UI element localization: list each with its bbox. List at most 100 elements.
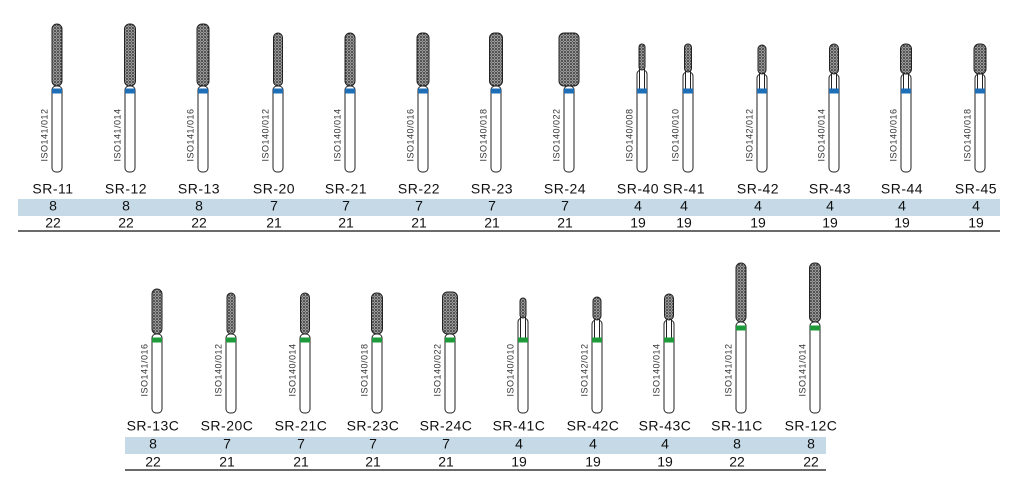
bur-code: SR-23C — [347, 418, 400, 434]
bur-code: SR-12C — [785, 418, 838, 434]
row2-value: 21 — [338, 215, 354, 231]
iso-label: ISO140/016 — [888, 108, 898, 161]
bur-code: SR-11 — [32, 181, 73, 197]
bur-shank — [417, 85, 429, 173]
bur-head — [664, 293, 674, 321]
bur-head — [442, 291, 458, 335]
bur-stripe — [300, 337, 310, 343]
row2-value: 21 — [293, 454, 309, 470]
bur-neck — [977, 71, 983, 90]
row2-value: 19 — [894, 215, 910, 231]
bur-code: SR-13C — [127, 418, 180, 434]
bur-stripe — [345, 88, 355, 94]
bur-code: SR-43C — [639, 418, 692, 434]
bur-head — [196, 23, 210, 87]
iso-label: ISO140/022 — [432, 343, 442, 396]
bur-code: SR-42C — [567, 418, 620, 434]
bur-code: SR-21 — [325, 181, 367, 197]
bur-code: SR-44 — [881, 181, 923, 197]
row1-value: 4 — [898, 198, 906, 214]
bur-head — [416, 32, 430, 87]
row1-value: 4 — [589, 436, 597, 452]
row2-value: 22 — [191, 215, 207, 231]
bur-head — [151, 288, 163, 335]
row1-value: 7 — [488, 198, 496, 214]
row1-value: 7 — [297, 436, 305, 452]
row1-value: 8 — [122, 198, 130, 214]
bur-head — [489, 32, 503, 87]
row2-value: 19 — [968, 215, 984, 231]
bur-shank — [563, 85, 575, 173]
bur-stripe — [445, 337, 455, 343]
bur-shank — [151, 333, 163, 414]
iso-label: ISO141/016 — [139, 343, 149, 396]
iso-label: ISO140/018 — [962, 108, 972, 161]
bur-code: SR-41C — [493, 418, 546, 434]
bur-code: SR-21C — [275, 418, 328, 434]
row2-value: 22 — [145, 454, 161, 470]
row2-value: 21 — [365, 454, 381, 470]
bur-stripe — [198, 88, 208, 94]
bur-head — [558, 32, 580, 87]
table-band — [125, 437, 826, 454]
iso-label: ISO140/010 — [505, 343, 515, 396]
bur-neck — [594, 317, 600, 339]
row2-value: 22 — [45, 215, 61, 231]
bur-stripe — [664, 337, 674, 343]
bur-code: SR-13 — [178, 181, 220, 197]
bur-stripe — [152, 337, 162, 343]
bur-stripe — [226, 337, 236, 343]
row2-value: 22 — [803, 454, 819, 470]
row1-value: 4 — [515, 436, 523, 452]
bur-stripe — [901, 88, 911, 94]
bur-code: SR-24C — [420, 418, 473, 434]
iso-label: ISO140/018 — [478, 108, 488, 161]
bur-head — [809, 262, 821, 323]
bur-code: SR-41 — [663, 181, 705, 197]
row1-value: 7 — [369, 436, 377, 452]
bur-shank — [299, 333, 311, 414]
row1-value: 7 — [342, 198, 350, 214]
row2-value: 19 — [630, 215, 646, 231]
bur-head — [371, 292, 383, 335]
row2-value: 21 — [219, 454, 235, 470]
bur-shank — [490, 85, 502, 173]
row1-value: 8 — [49, 198, 57, 214]
iso-label: ISO140/014 — [287, 343, 297, 396]
row1-value: 8 — [195, 198, 203, 214]
bur-stripe — [592, 337, 602, 343]
row2-value: 22 — [118, 215, 134, 231]
bur-code: SR-23 — [471, 181, 513, 197]
bur-stripe — [757, 88, 767, 94]
row2-value: 21 — [557, 215, 573, 231]
bur-head — [592, 296, 602, 321]
bur-code: SR-42 — [737, 181, 779, 197]
bur-neck — [639, 67, 645, 90]
bur-stripe — [52, 88, 62, 94]
bur-neck — [903, 71, 909, 90]
row1-value: 7 — [223, 436, 231, 452]
row2-value: 19 — [750, 215, 766, 231]
bur-shank — [124, 85, 136, 173]
iso-label: ISO141/014 — [112, 108, 122, 161]
row2-value: 21 — [438, 454, 454, 470]
table-band — [18, 199, 1000, 216]
row1-value: 7 — [270, 198, 278, 214]
bur-code: SR-43 — [809, 181, 851, 197]
bur-stripe — [125, 88, 135, 94]
iso-label: ISO140/014 — [332, 108, 342, 161]
bur-neck — [685, 69, 691, 90]
bur-code: SR-40 — [617, 181, 659, 197]
row1-value: 8 — [149, 436, 157, 452]
bur-stripe — [372, 337, 382, 343]
bur-shank — [444, 333, 456, 414]
bur-head — [829, 43, 839, 75]
row2-value: 19 — [676, 215, 692, 231]
iso-label: ISO140/018 — [359, 343, 369, 396]
bur-code: SR-20 — [253, 181, 295, 197]
bur-head — [300, 292, 310, 335]
bur-stripe — [683, 88, 693, 94]
bur-code: SR-24 — [544, 181, 586, 197]
bur-stripe — [418, 88, 428, 94]
